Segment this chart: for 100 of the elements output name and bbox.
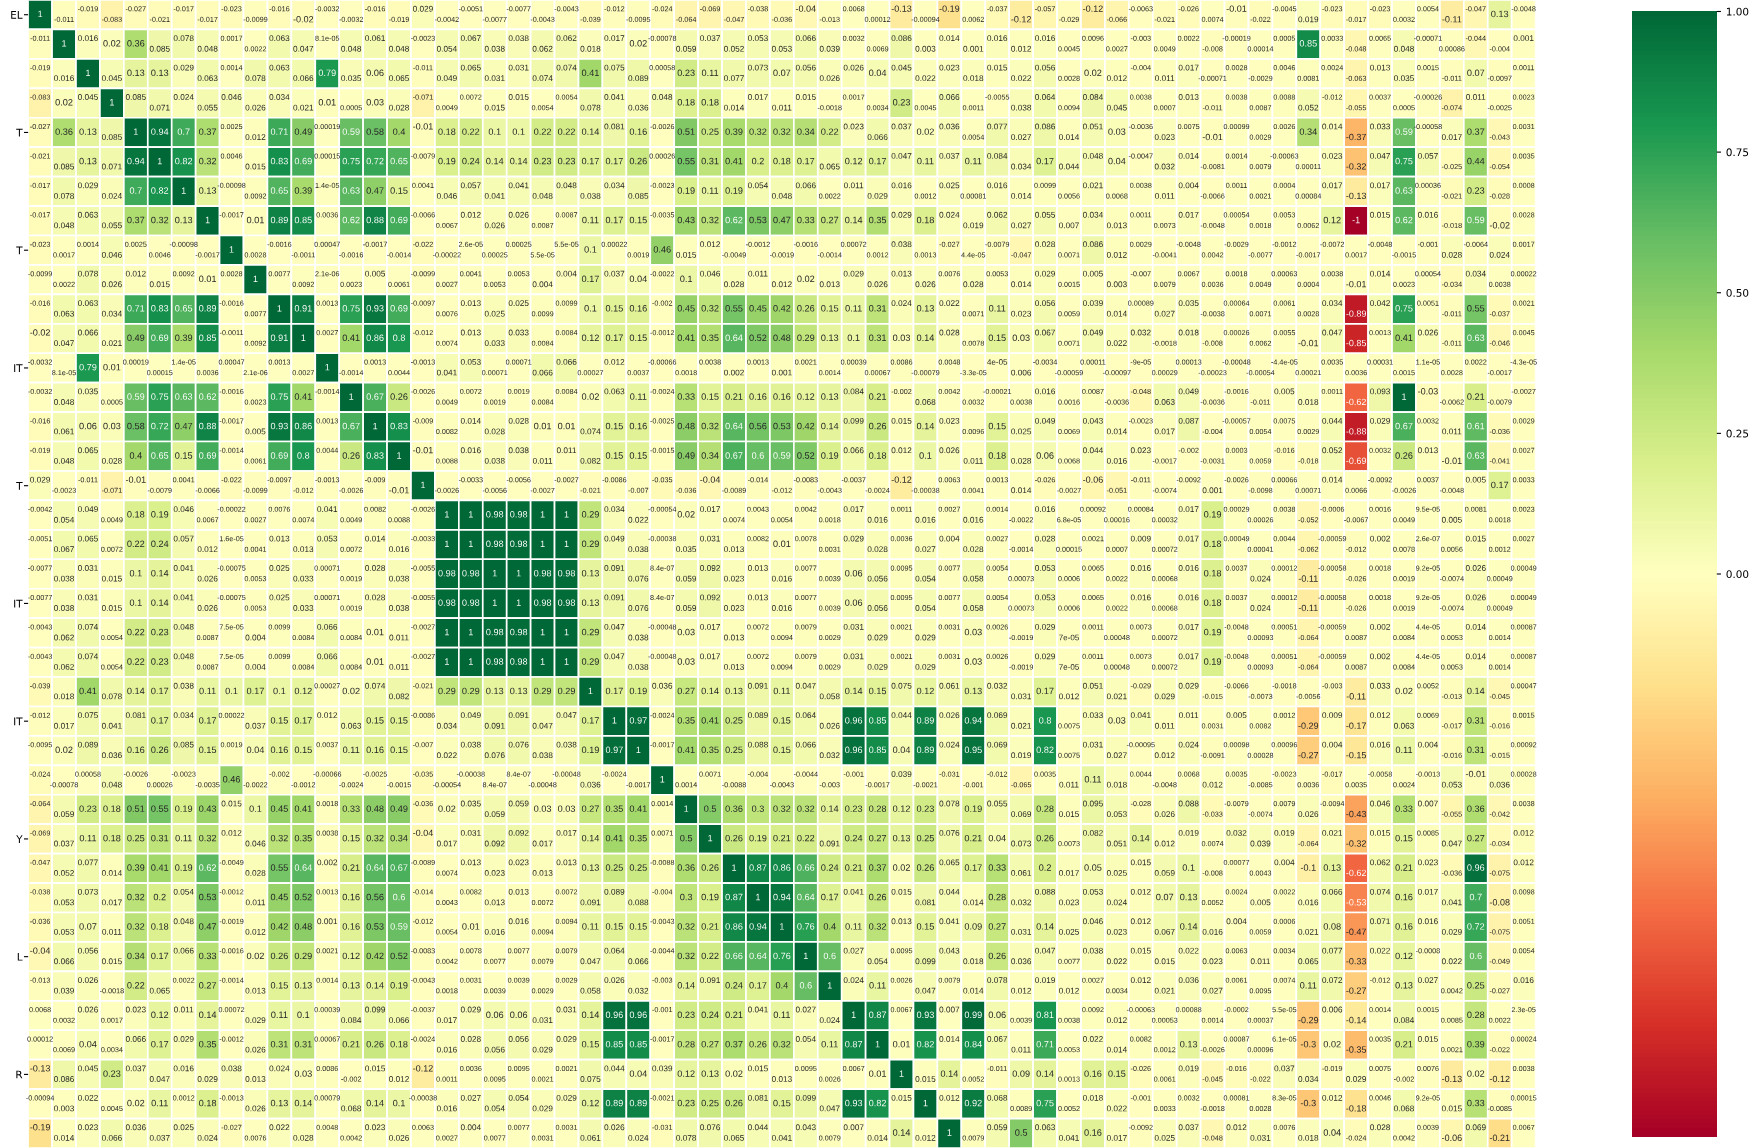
data-label: 0.11 (773, 1011, 791, 1018)
data-label: 0.36 (55, 128, 73, 135)
data-label: -0.12 (1083, 5, 1103, 12)
data-label: 0.078 (939, 800, 960, 807)
data-label: 0.015 (1417, 1036, 1438, 1042)
data-label: 0.59 (1467, 216, 1485, 224)
data-label: 0.012 (1130, 918, 1151, 925)
data-label: -0.17 (1346, 722, 1366, 729)
data-label: 0.077 (1322, 947, 1343, 954)
data-label: -0.06 (1083, 476, 1103, 483)
data-label: 0.011 (963, 457, 983, 464)
data-label: 0.69 (390, 305, 408, 312)
data-label: 0.13 (892, 834, 911, 842)
data-label: 0.03 (964, 628, 982, 636)
data-label: 0.017 (700, 506, 720, 513)
data-label: 0.061 (939, 682, 960, 689)
data-label: 0.71 (127, 305, 145, 312)
data-label: 0.02 (1467, 1070, 1485, 1077)
data-label: 0.021 (293, 104, 314, 111)
data-label: 0.075 (891, 682, 912, 689)
data-label: 0.029 (532, 1046, 553, 1053)
data-label: 0.33 (988, 864, 1006, 871)
data-label: 0.023 (939, 417, 960, 424)
data-label: 0.045 (78, 1065, 98, 1072)
data-label: 0.026 (843, 64, 864, 71)
data-label: 0.18 (1204, 540, 1222, 548)
data-label: 0.029 (1370, 417, 1390, 424)
data-label: 0.06 (845, 599, 863, 606)
data-label: 0.04 (629, 1070, 647, 1077)
data-label: 0.012 (1513, 830, 1534, 836)
data-label: 0.013 (532, 870, 553, 876)
data-label: 0.011 (1011, 1046, 1031, 1053)
data-label: 0.059 (508, 800, 529, 807)
data-label: 0.17 (151, 952, 169, 960)
data-label: 0.14 (199, 1011, 217, 1018)
data-label: 0.039 (652, 1065, 673, 1072)
data-label: 0.026 (1465, 565, 1486, 571)
data-label: 0.049 (436, 75, 457, 82)
data-label: 0.13 (1180, 1040, 1198, 1048)
data-label: 0.56 (749, 422, 767, 430)
data-label: 0.016 (173, 1065, 194, 1072)
data-label: 0.14 (892, 1129, 911, 1136)
data-label: 0.022 (78, 1094, 98, 1101)
data-label: 0.054 (915, 605, 936, 611)
data-label: 0.22 (701, 952, 719, 960)
data-label: 0.049 (1082, 329, 1103, 336)
data-label: 0.92 (964, 1099, 982, 1107)
data-label: 0.016 (1417, 918, 1438, 925)
data-label: 0.054 (484, 1105, 505, 1112)
data-label: 0.029 (915, 634, 936, 641)
data-label: 0.017 (532, 840, 553, 847)
data-label: 0.18 (151, 923, 169, 930)
data-label: 1 (516, 599, 521, 606)
data-label: 0.005 (1441, 516, 1462, 523)
data-label: 0.011 (174, 1006, 194, 1013)
data-label: 0.015 (1441, 1105, 1462, 1112)
data-label: -0.62 (1346, 869, 1366, 877)
data-label: 0.017 (1178, 211, 1199, 218)
data-label: 0.041 (436, 369, 457, 376)
data-label: 0.89 (916, 717, 934, 724)
data-label: 0.85 (605, 1040, 623, 1048)
data-label: 0.039 (1082, 300, 1103, 306)
data-label: 0.014 (54, 1134, 75, 1141)
data-label: 0.009 (1130, 535, 1151, 542)
data-label: 1 (803, 952, 808, 960)
data-label: 0.023 (1417, 859, 1438, 866)
data-label: 0.091 (604, 594, 625, 601)
y-tick-label: Y (16, 835, 23, 843)
data-label: 1 (756, 893, 761, 901)
data-label: 0.26 (988, 952, 1006, 960)
data-label: 0.11 (821, 1040, 838, 1048)
data-label: 0.063 (269, 35, 290, 42)
data-label: 0.17 (1491, 481, 1509, 489)
data-label: 0.023 (365, 1124, 386, 1131)
data-label: 0.056 (1035, 64, 1056, 71)
data-label: 0.31 (294, 1040, 312, 1048)
data-label: -0.11 (1442, 16, 1462, 23)
data-label: 0.32 (773, 128, 791, 135)
data-label: 0.21 (1395, 864, 1413, 871)
data-label: 0.001 (1513, 35, 1534, 42)
data-label: 0.043 (1082, 417, 1103, 424)
data-label: 0.04 (869, 69, 887, 77)
data-label: 0.1 (512, 128, 525, 135)
data-label: 0.091 (819, 840, 840, 847)
data-label: 0.025 (1011, 428, 1032, 435)
data-label: 1 (947, 1129, 952, 1136)
data-label: 0.25 (725, 717, 743, 724)
data-label: 0.034 (1011, 163, 1032, 170)
data-label: 0.16 (366, 746, 384, 754)
data-label: 0.028 (1035, 241, 1056, 248)
data-label: 0.018 (1178, 329, 1199, 336)
data-label: 0.83 (270, 157, 288, 165)
data-label: 0.038 (891, 241, 912, 248)
data-label: 0.049 (604, 535, 625, 542)
data-label: 0.005 (1082, 270, 1103, 277)
data-label: 0.014 (963, 899, 984, 906)
data-label: 0.026 (245, 1046, 266, 1053)
data-label: 0.084 (1082, 94, 1103, 100)
data-label: 0.026 (915, 281, 936, 288)
data-label: 0.001 (317, 918, 338, 925)
